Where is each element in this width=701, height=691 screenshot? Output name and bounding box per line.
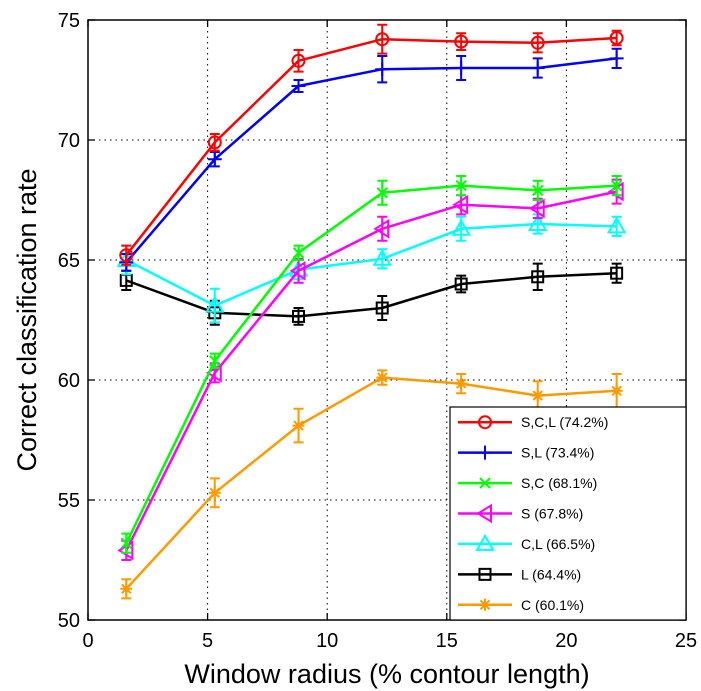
data-point (610, 266, 624, 280)
data-point (375, 301, 389, 315)
error-bar (293, 49, 304, 73)
legend-entry: S (67.8%) (458, 503, 583, 524)
series-line (125, 222, 617, 307)
plot-frame (87, 19, 687, 621)
error-bar (532, 262, 543, 291)
data-point (291, 309, 305, 323)
data-point (207, 152, 222, 167)
data-point (119, 248, 134, 263)
data-point (452, 195, 469, 215)
x-tick-label: 5 (202, 630, 213, 652)
data-point (531, 270, 545, 284)
data-point (531, 389, 544, 402)
legend-marker (475, 533, 495, 551)
legend-label: C,L (66.5%) (521, 536, 595, 552)
legend-label: S,C (68.1%) (521, 475, 597, 491)
legend-marker (478, 567, 492, 581)
series-S,C (68.1%) (120, 175, 623, 554)
data-point (455, 377, 468, 390)
error-bar (611, 29, 622, 47)
data-point (291, 53, 306, 68)
x-axis-label: Window radius (% contour length) (184, 659, 589, 689)
y-tick-label: 60 (58, 370, 80, 392)
error-bar (209, 287, 220, 324)
data-point (606, 216, 627, 234)
data-point (610, 384, 623, 397)
legend-marker (478, 445, 492, 460)
axes: 0 5 10 15 20 25 50 55 60 65 70 75 (58, 10, 697, 652)
x-tick-label: 0 (82, 630, 93, 652)
error-bar (377, 23, 388, 55)
data-point (455, 179, 467, 192)
legend-entry: L (64.4%) (458, 566, 581, 582)
data-point (527, 213, 548, 231)
legend-entry: S,C,L (74.2%) (458, 414, 608, 430)
x-tick-label: 20 (555, 630, 577, 652)
legend-label: S,C,L (74.2%) (521, 414, 608, 430)
data-point (372, 248, 392, 266)
data-point (454, 34, 469, 49)
error-bar (377, 215, 388, 242)
data-point (209, 355, 221, 367)
data-point (120, 582, 133, 595)
data-point (292, 247, 305, 259)
y-tick-label: 75 (58, 10, 80, 32)
legend: S,C,L (74.2%) S,L (73.4%) S,C (68.1%) S (67… (449, 406, 687, 621)
legend-marker (479, 477, 491, 489)
series-group (116, 23, 627, 600)
legend-marker (476, 503, 492, 524)
data-point (376, 187, 388, 199)
legend-entry: C (60.1%) (458, 597, 584, 613)
data-point (610, 179, 623, 192)
data-point (292, 419, 305, 432)
data-point (375, 32, 390, 47)
series-S,C,L (74.2%) (119, 23, 624, 266)
data-point (120, 537, 132, 549)
x-tick-label: 25 (675, 630, 697, 652)
data-point (205, 295, 225, 313)
data-point (530, 61, 545, 75)
data-point (531, 184, 544, 197)
data-point (291, 79, 306, 93)
data-point (207, 135, 222, 150)
legend-marker (479, 598, 491, 611)
legend-entry: S,L (73.4%) (458, 445, 594, 461)
data-point (609, 31, 624, 45)
series-L (64.4%) (119, 262, 624, 326)
x-tick-label: 15 (436, 630, 458, 652)
data-point (530, 35, 545, 50)
legend-label: S,L (73.4%) (521, 445, 594, 461)
legend-marker (478, 415, 492, 430)
data-point (376, 371, 389, 384)
data-point (289, 261, 306, 281)
legend-entry: S,C (68.1%) (458, 475, 597, 491)
grid-lines (88, 20, 686, 620)
y-tick-label: 65 (58, 250, 80, 272)
legend-entry: C,L (66.5%) (458, 533, 595, 552)
legend-label: C (60.1%) (521, 597, 584, 613)
data-point (451, 218, 471, 236)
x-tick-label: 10 (316, 630, 338, 652)
data-point (454, 61, 469, 75)
series-S,L (73.4%) (119, 47, 624, 272)
data-point (208, 486, 221, 499)
data-point (373, 219, 390, 239)
y-tick-label: 55 (58, 490, 80, 512)
data-point (454, 277, 468, 291)
data-point (375, 62, 390, 77)
legend-label: L (64.4%) (521, 566, 581, 582)
y-tick-label: 50 (58, 610, 80, 632)
data-point (609, 51, 624, 66)
y-axis-label: Correct classification rate (12, 168, 42, 471)
error-bar (377, 295, 388, 321)
legend-label: S (67.8%) (521, 506, 583, 522)
data-point (528, 198, 545, 219)
y-tick-label: 70 (58, 130, 80, 152)
